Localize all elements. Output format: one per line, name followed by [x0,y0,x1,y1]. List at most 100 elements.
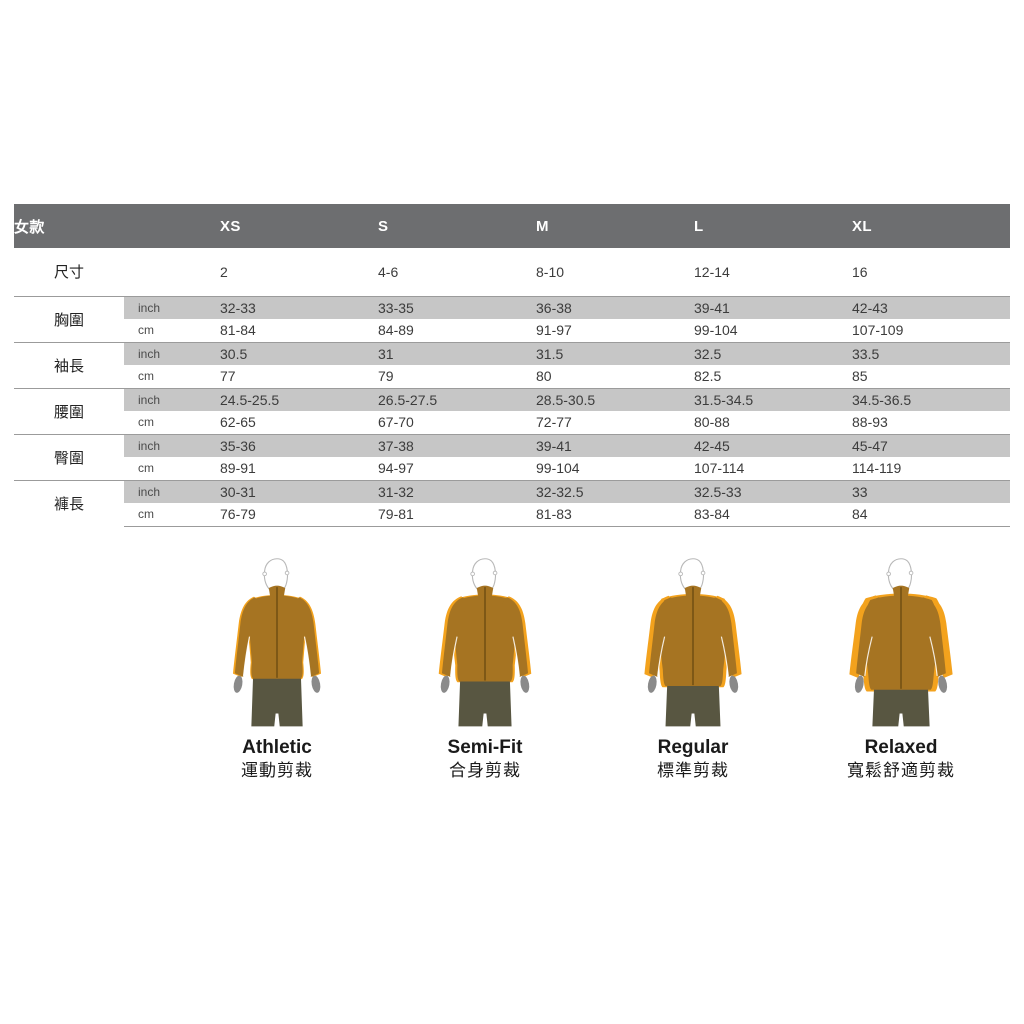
fit-style-semi-fit: Semi-Fit 合身剪裁 [381,556,589,782]
jacket-seam-right [929,636,938,677]
table-header-row: 女款 XS S M L XL [14,204,1010,248]
jacket-sleeve-left [441,597,469,677]
measurement-value: 80-88 [694,414,730,431]
jacket-seam-right [720,636,729,677]
measurement-value: 33.5 [852,341,1010,365]
fit-name-zh: 合身剪裁 [448,760,521,780]
measurement-value: 42-45 [694,433,852,457]
figure-pants [872,684,930,727]
measurement-row-cm: cm 76-79 79-81 81-83 83-84 84 [14,503,1010,527]
fit-name-en: Semi-Fit [447,737,523,758]
fit-figure-illustration [232,558,322,727]
fit-caption: Relaxed 寬鬆舒適剪裁 [847,736,955,782]
fit-style-athletic: Athletic 運動剪裁 [173,556,381,782]
fit-name-en: Regular [657,737,729,758]
measurement-value: 114-119 [852,460,902,477]
fit-style-regular: Regular 標準剪裁 [589,556,797,782]
figure-pants [458,675,512,727]
measurement-value: 30-31 [220,479,378,503]
gender-corner-label: 女款 [14,204,124,248]
size-value: 16 [852,248,1010,297]
measurement-value: 80 [536,368,552,385]
measurement-value: 32.5-33 [694,479,852,503]
unit-cell-empty [124,248,220,297]
unit-label-inch: inch [124,387,220,411]
measurement-row-inch: 褲長 inch 30-31 31-32 32-32.5 32.5-33 33 [14,479,1010,526]
unit-label-cm: cm [138,415,154,430]
figure-ear [700,570,706,576]
column-header-xl: XL [852,204,1010,248]
size-value: 12-14 [694,248,852,297]
size-value: 2 [220,248,378,297]
measurement-value: 84-89 [378,322,414,339]
measurement-value: 45-47 [852,433,1010,457]
measurement-value: 32-33 [220,295,378,319]
measurement-value: 39-41 [536,433,694,457]
fit-name-zh: 運動剪裁 [241,760,313,780]
measurement-value: 34.5-36.5 [852,387,1010,411]
fit-caption: Regular 標準剪裁 [657,736,729,782]
measurement-value: 82.5 [694,368,722,385]
measurement-value: 84 [852,503,1010,527]
column-header-m: M [536,204,694,248]
figure-ear [908,570,914,576]
jacket-sleeve-right [293,597,320,677]
measurement-value: 33 [852,479,1010,503]
unit-label-cm: cm [138,369,154,384]
fit-name-en: Relaxed [864,737,938,758]
measurement-row-inch: 腰圍 inch 24.5-25.5 26.5-27.5 28.5-30.5 31.5-34… [14,387,1010,434]
fit-style-relaxed: Relaxed 寬鬆舒適剪裁 [797,556,1005,782]
measurement-value: 81-83 [536,503,694,527]
measurement-value: 32.5 [694,341,852,365]
figure-ear [492,570,498,576]
figure-hands [440,675,530,693]
unit-label-inch: inch [124,433,220,457]
row-label: 胸圍 [14,295,124,342]
measurement-row-cm: cm 62-65 67-70 72-77 80-88 88-93 [14,411,1010,434]
measurement-value: 91-97 [536,322,572,339]
jacket-sleeve-right [709,597,737,677]
column-header-l: L [694,204,852,248]
measurement-value: 107-109 [852,322,904,339]
measurement-value: 62-65 [220,414,256,431]
measurement-value: 24.5-25.5 [220,387,378,411]
fit-figure-illustration [644,558,742,727]
measurement-value: 89-91 [220,460,256,477]
unit-label-cm: cm [138,461,154,476]
figure-ear [886,571,891,577]
row-label: 臀圍 [14,433,124,480]
jacket-sleeve-right [917,597,946,677]
fit-name-zh: 寬鬆舒適剪裁 [847,760,955,780]
jacket-sleeve-left [856,597,885,677]
measurement-value: 99-104 [536,460,580,477]
row-label-size: 尺寸 [14,248,124,297]
measurement-row-cm: cm 89-91 94-97 99-104 107-114 114-119 [14,457,1010,480]
figure-ear [470,571,475,577]
jacket-seam-left [864,636,873,677]
column-header-xs: XS [220,204,378,248]
size-value: 4-6 [378,248,536,297]
column-header-s: S [378,204,536,248]
figure-hands [854,675,948,693]
measurement-rows: 尺寸 2 4-6 8-10 12-14 16 胸圍 inch 32-33 33-35 3… [14,248,1010,527]
measurement-value: 42-43 [852,295,1010,319]
fit-name-en: Athletic [242,737,312,758]
unit-label-inch: inch [124,295,220,319]
size-value: 8-10 [536,248,694,297]
unit-label-inch: inch [124,479,220,503]
measurement-row-inch: 臀圍 inch 35-36 37-38 39-41 42-45 45-47 [14,433,1010,480]
fit-styles-row: Athletic 運動剪裁 Semi-Fit 合身剪裁 [173,556,1005,782]
measurement-value: 99-104 [694,322,738,339]
measurement-value: 85 [852,368,868,385]
fit-caption: Semi-Fit 合身剪裁 [448,736,523,782]
jacket-seam-right [303,636,312,677]
measurement-value: 35-36 [220,433,378,457]
measurement-value: 31.5-34.5 [694,387,852,411]
jacket-seam-left [242,636,251,677]
measurement-value: 76-79 [220,503,378,527]
measurement-value: 37-38 [378,433,536,457]
measurement-value: 67-70 [378,414,414,431]
unit-label-inch: inch [124,341,220,365]
measurement-value: 94-97 [378,460,414,477]
